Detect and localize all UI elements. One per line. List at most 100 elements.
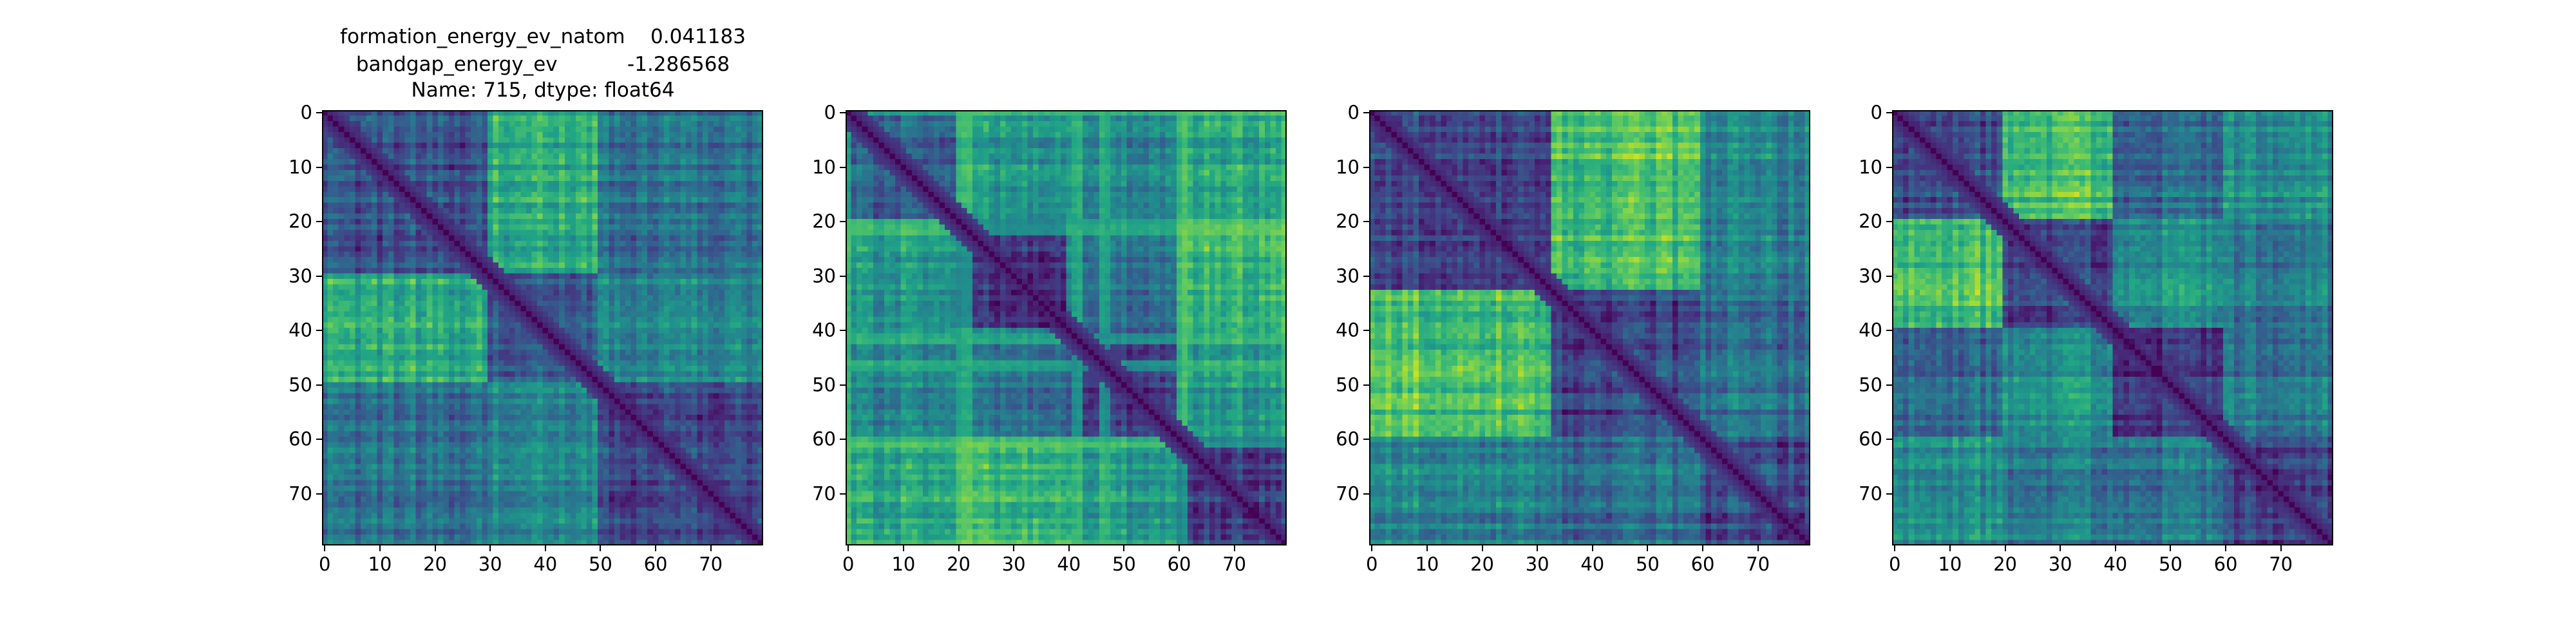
x-tick-mark [710,545,712,551]
y-tick-mark [1886,166,1892,168]
y-tick-label: 10 [1859,156,1882,178]
x-tick-mark [489,545,491,551]
y-tick-mark [316,275,322,277]
x-tick-mark [2225,545,2227,551]
y-tick-mark [316,112,322,114]
y-tick-label: 10 [812,156,836,178]
y-tick-label: 50 [812,374,836,396]
y-tick-mark [1886,275,1892,277]
x-tick-label: 20 [947,553,971,575]
x-tick-mark [1757,545,1759,551]
title-line-2: bandgap_energy_ev -1.286568 [355,53,730,76]
y-tick-mark [316,221,322,223]
y-tick-mark [840,275,846,277]
x-tick-label: 10 [368,553,392,575]
y-tick-mark [1363,166,1369,168]
y-tick-label: 0 [1347,101,1359,124]
y-tick-mark [1363,330,1369,332]
x-tick-mark [848,545,849,551]
x-tick-mark [902,545,904,551]
y-tick-mark [840,112,846,114]
x-tick-mark [2170,545,2172,551]
y-tick-label: 40 [1859,319,1882,341]
x-tick-label: 60 [1690,553,1715,575]
x-tick-mark [434,545,436,551]
x-tick-mark [1426,545,1428,551]
x-tick-mark [1647,545,1649,551]
title-line-3: Name: 715, dtype: float64 [411,79,675,102]
y-tick-mark [1886,384,1892,386]
y-tick-label: 40 [289,319,312,341]
x-tick-label: 10 [891,553,916,575]
heatmap-image-4 [1892,110,2333,545]
y-tick-label: 20 [812,210,836,232]
y-tick-label: 0 [824,101,836,124]
y-tick-mark [1363,221,1369,223]
x-tick-label: 70 [1746,553,1770,575]
x-tick-label: 70 [2269,553,2293,575]
x-tick-label: 0 [1889,553,1901,575]
x-tick-label: 50 [1112,553,1136,575]
y-tick-mark [840,384,846,386]
y-tick-label: 30 [289,265,312,287]
x-tick-label: 30 [1001,553,1026,575]
y-tick-mark [1363,384,1369,386]
heatmap-panel-3: 0 10 20 30 40 50 60 70 0 10 20 30 40 50 60 70 [1336,103,1810,574]
heatmap-image-3 [1369,110,1810,545]
x-tick-mark [1949,545,1951,551]
x-tick-mark [379,545,381,551]
x-tick-mark [544,545,546,551]
x-tick-mark [2280,545,2282,551]
x-tick-label: 40 [2103,553,2128,575]
y-tick-label: 60 [289,428,312,450]
heatmap-image-2 [846,110,1287,545]
x-tick-mark [2060,545,2061,551]
x-tick-label: 50 [588,553,612,575]
x-tick-mark [1537,545,1539,551]
y-tick-label: 40 [1336,319,1359,341]
y-tick-mark [840,330,846,332]
x-tick-label: 70 [699,553,723,575]
x-tick-mark [2114,545,2116,551]
x-tick-label: 30 [2048,553,2072,575]
x-tick-mark [1591,545,1593,551]
x-tick-mark [1068,545,1070,551]
x-tick-mark [655,545,657,551]
y-tick-mark [1886,439,1892,440]
y-tick-label: 70 [1859,482,1882,505]
y-tick-mark [316,166,322,168]
y-tick-mark [316,330,322,332]
y-tick-label: 30 [1336,265,1359,287]
y-tick-label: 60 [1859,428,1882,450]
y-tick-mark [316,439,322,440]
y-tick-mark [1886,493,1892,495]
x-tick-label: 60 [2213,553,2238,575]
heatmap-panel-4: 0 10 20 30 40 50 60 70 0 10 20 30 40 50 60 70 [1859,103,2333,574]
y-tick-label: 60 [812,428,836,450]
heatmap-panel-1: 0 10 20 30 40 50 60 70 0 10 20 30 40 50 60 70 [289,103,763,574]
y-tick-label: 10 [289,156,312,178]
x-tick-label: 0 [842,553,855,575]
x-tick-mark [1702,545,1704,551]
y-tick-label: 30 [812,265,836,287]
y-tick-mark [1363,275,1369,277]
y-tick-mark [840,166,846,168]
x-tick-mark [1894,545,1896,551]
x-tick-mark [1233,545,1235,551]
y-tick-mark [1363,439,1369,440]
y-tick-label: 0 [1870,101,1882,124]
x-tick-label: 40 [1580,553,1605,575]
x-tick-mark [1371,545,1373,551]
y-tick-mark [1363,112,1369,114]
x-tick-label: 20 [423,553,447,575]
y-tick-label: 40 [812,319,836,341]
x-tick-label: 30 [1525,553,1549,575]
y-tick-label: 20 [1859,210,1882,232]
y-tick-label: 50 [289,374,312,396]
y-tick-label: 10 [1336,156,1359,178]
y-tick-mark [840,439,846,440]
x-tick-mark [324,545,326,551]
x-tick-label: 50 [2158,553,2183,575]
x-tick-label: 40 [533,553,558,575]
